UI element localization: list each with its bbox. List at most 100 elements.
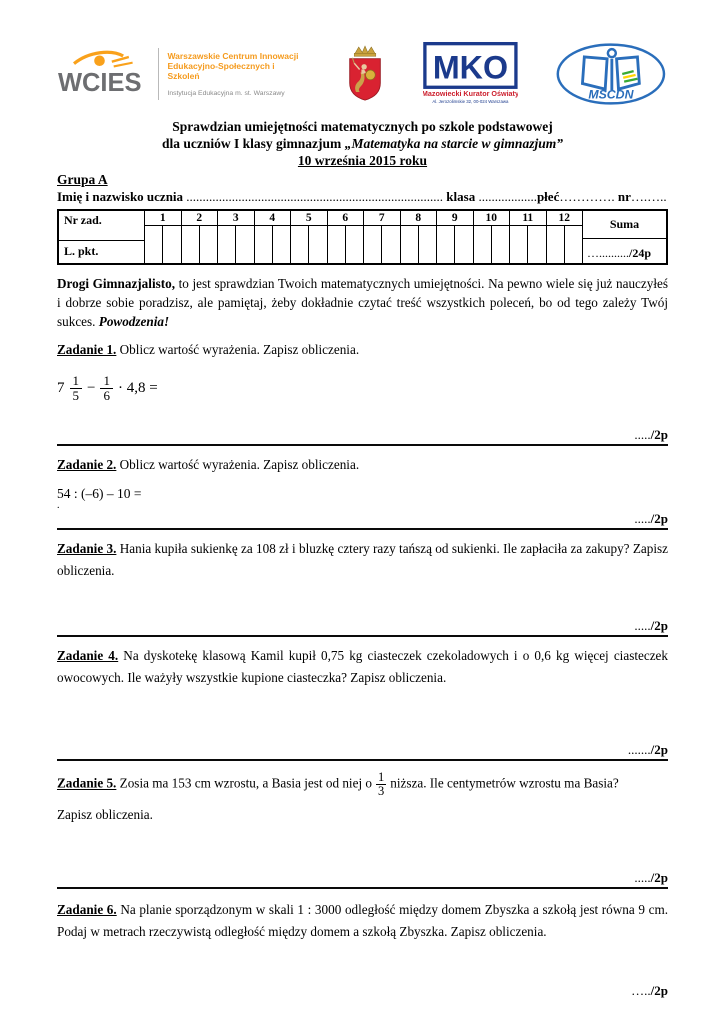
title-line1: Sprawdzian umiejętności matematycznych p… [172,119,553,134]
wcies-icon: WCIES [58,50,142,97]
work-space [57,582,668,618]
score-cell [565,226,582,263]
svg-text:WCIES: WCIES [58,69,142,97]
task-4-points: ......./2p [627,742,668,757]
score-col-6: 6 [327,211,364,263]
score-cell [236,226,253,263]
mscdn-logo: MSCDN [556,43,666,105]
svg-text:MKO: MKO [433,50,508,86]
warsaw-crest-icon [349,45,382,101]
task-6-points: …../2p [631,983,668,998]
score-cell [437,226,456,263]
score-cell [145,226,164,263]
wcies-logo: WCIES Warszawskie Centrum Innowacji Eduk… [57,46,301,102]
task-4: Zadanie 4. Na dyskotekę klasową Kamil ku… [57,645,668,761]
title-date: 10 września 2015 roku [297,153,428,168]
score-cell [291,226,310,263]
nr-fill-dots: ….….. [630,189,667,204]
task-5-text-line2: Zapisz obliczenia. [57,807,153,822]
task-number-row-label: Nr zad. [59,211,144,241]
task-3: Zadanie 3. Hania kupiła sukienkę za 108 … [57,538,668,637]
work-space [57,998,668,1024]
name-label: Imię i nazwisko ucznia [57,189,184,204]
document-title: Sprawdzian umiejętności matematycznych p… [57,118,668,169]
separator [57,635,668,637]
score-cell [200,226,217,263]
points-row-label: L. pkt. [64,244,99,258]
separator [57,887,668,889]
score-col-10: 10 [473,211,510,263]
wcies-org-line1: Warszawskie Centrum Innowacji [167,51,299,61]
wcies-org-line2: Edukacyjno-Społecznych i Szkoleń [167,61,275,81]
score-cell [510,226,529,263]
task-3-text: Zadanie 3. Hania kupiła sukienkę za 108 … [57,541,668,578]
header-logos: WCIES Warszawskie Centrum Innowacji Eduk… [57,38,668,110]
score-sum-col: Suma …........../24p [583,211,666,263]
score-cell [182,226,200,263]
score-col-8: 8 [400,211,437,263]
task-1-heading: Zadanie 1. Oblicz wartość wyrażenia. Zap… [57,342,360,357]
svg-text:Al. Jerozolimskie 32, 00-024 W: Al. Jerozolimskie 32, 00-024 Warszawa [433,99,510,104]
score-cell [328,226,346,263]
score-cell [455,226,472,263]
separator [57,528,668,530]
group-label: Grupa A [57,172,108,187]
task-2-expression: 54 : (–6) – 10 = [57,486,142,501]
name-fill-dots: ........................................… [186,189,444,204]
score-cell [492,226,509,263]
score-col-2: 2 [181,211,218,263]
intro-paragraph: Drogi Gimnazjalisto, to jest sprawdzian … [57,276,668,329]
class-label: klasa [446,189,476,204]
score-cell [273,226,290,263]
score-cell [218,226,237,263]
sum-label: Suma [583,211,666,239]
task-3-points: ...../2p [634,618,668,633]
gender-label: płeć [536,189,560,204]
task-1-points: ...../2p [634,427,668,442]
wcies-org-text: Warszawskie Centrum Innowacji Edukacyjno… [167,51,301,97]
task-2-points: ...../2p [634,511,668,526]
task-5-text: Zadanie 5. Zosia ma 153 cm wzrostu, a Ba… [57,770,619,798]
separator [57,759,668,761]
mko-logo: MKO Mazowiecki Kurator Oświaty Al. Jeroz… [423,41,518,104]
good-luck-text: Powodzenia! [98,314,170,329]
score-cell [419,226,436,263]
intro-salutation: Drogi Gimnazjalisto, [57,276,176,291]
score-cell [382,226,399,263]
task-2: Zadanie 2. Oblicz wartość wyrażenia. Zap… [57,454,668,530]
score-table-header-col: Nr zad. L. pkt. [59,211,145,263]
separator [57,444,668,446]
score-cell [528,226,545,263]
work-space [57,943,668,983]
task-6: Zadanie 6. Na planie sporządzonym w skal… [57,899,668,1024]
task-4-text: Zadanie 4. Na dyskotekę klasową Kamil ku… [57,648,669,685]
class-fill-dots: .................. [478,189,537,204]
task-2-heading: Zadanie 2. Oblicz wartość wyrażenia. Zap… [57,457,360,472]
score-cell [163,226,180,263]
score-col-12: 12 [546,211,583,263]
score-cell [255,226,273,263]
total-points-cell: …........../24p [587,246,652,260]
score-col-1: 1 [145,211,182,263]
nr-label: nr [617,189,631,204]
score-col-3: 3 [218,211,255,263]
task-1: Zadanie 1. Oblicz wartość wyrażenia. Zap… [57,339,668,446]
score-col-11: 11 [510,211,547,263]
work-space [57,406,668,427]
svg-text:Mazowiecki Kurator Oświaty: Mazowiecki Kurator Oświaty [423,89,518,98]
score-table: Nr zad. L. pkt. 1 2 3 4 5 6 7 8 9 10 11 … [57,209,668,265]
task-5: Zadanie 5. Zosia ma 153 cm wzrostu, a Ba… [57,771,668,889]
score-col-5: 5 [291,211,328,263]
student-name-line: Imię i nazwisko ucznia .................… [57,189,668,205]
task-5-points: ...../2p [634,870,668,885]
svg-text:MSCDN: MSCDN [589,88,635,102]
score-cell [401,226,419,263]
score-col-7: 7 [364,211,401,263]
score-cell [547,226,565,263]
work-space [57,826,668,870]
